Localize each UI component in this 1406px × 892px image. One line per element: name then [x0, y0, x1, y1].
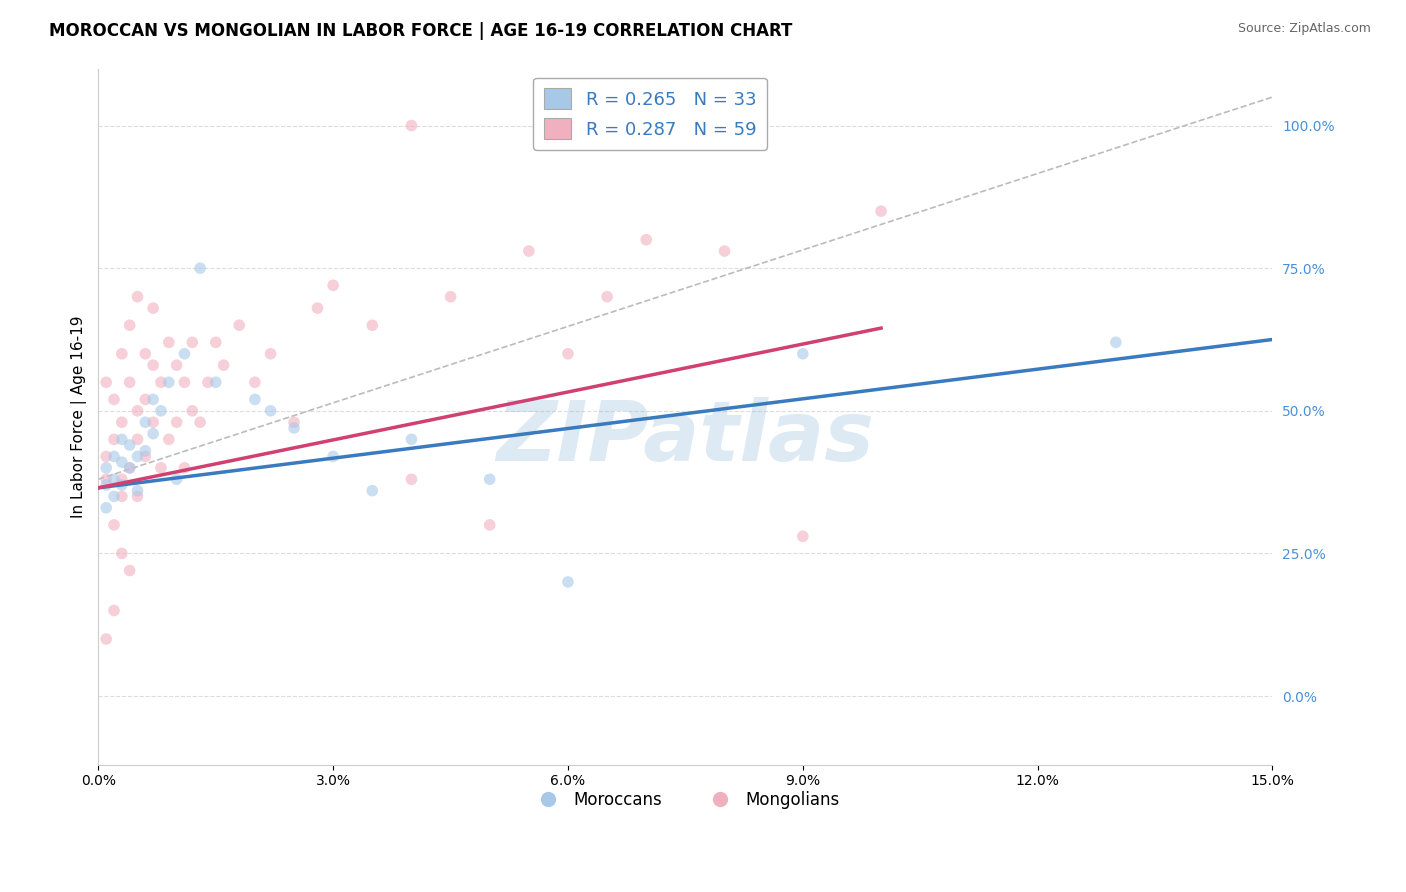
Point	[118, 461, 141, 475]
Text: ZIPatlas: ZIPatlas	[496, 397, 875, 478]
Y-axis label: In Labor Force | Age 16-19: In Labor Force | Age 16-19	[72, 315, 87, 517]
Point	[127, 483, 149, 498]
Text: Source: ZipAtlas.com: Source: ZipAtlas.com	[1237, 22, 1371, 36]
Point	[149, 461, 172, 475]
Point	[259, 347, 281, 361]
Point	[157, 335, 180, 350]
Point	[118, 376, 141, 390]
Point	[166, 358, 188, 372]
Point	[322, 450, 344, 464]
Point	[173, 347, 195, 361]
Point	[103, 489, 125, 503]
Point	[596, 290, 619, 304]
Point	[188, 415, 211, 429]
Point	[142, 301, 165, 315]
Point	[118, 438, 141, 452]
Point	[134, 347, 156, 361]
Point	[166, 415, 188, 429]
Point	[127, 290, 149, 304]
Point	[478, 517, 501, 532]
Point	[111, 455, 134, 469]
Point	[127, 433, 149, 447]
Point	[118, 461, 141, 475]
Point	[181, 404, 204, 418]
Point	[103, 450, 125, 464]
Point	[713, 244, 735, 258]
Point	[517, 244, 540, 258]
Point	[149, 376, 172, 390]
Point	[96, 450, 118, 464]
Point	[103, 392, 125, 407]
Point	[142, 392, 165, 407]
Point	[204, 376, 226, 390]
Point	[134, 415, 156, 429]
Point	[149, 404, 172, 418]
Point	[439, 290, 461, 304]
Point	[283, 421, 305, 435]
Point	[142, 358, 165, 372]
Point	[127, 489, 149, 503]
Point	[118, 564, 141, 578]
Point	[96, 376, 118, 390]
Point	[307, 301, 329, 315]
Point	[111, 489, 134, 503]
Point	[322, 278, 344, 293]
Point	[111, 347, 134, 361]
Legend: Moroccans, Mongolians: Moroccans, Mongolians	[524, 784, 846, 815]
Text: MOROCCAN VS MONGOLIAN IN LABOR FORCE | AGE 16-19 CORRELATION CHART: MOROCCAN VS MONGOLIAN IN LABOR FORCE | A…	[49, 22, 793, 40]
Point	[401, 433, 423, 447]
Point	[103, 472, 125, 486]
Point	[96, 500, 118, 515]
Point	[134, 392, 156, 407]
Point	[792, 347, 814, 361]
Point	[401, 119, 423, 133]
Point	[557, 347, 579, 361]
Point	[157, 376, 180, 390]
Point	[127, 404, 149, 418]
Point	[118, 318, 141, 333]
Point	[228, 318, 250, 333]
Point	[197, 376, 219, 390]
Point	[361, 318, 384, 333]
Point	[96, 632, 118, 646]
Point	[173, 461, 195, 475]
Point	[103, 433, 125, 447]
Point	[243, 392, 266, 407]
Point	[96, 472, 118, 486]
Point	[283, 415, 305, 429]
Point	[361, 483, 384, 498]
Point	[111, 478, 134, 492]
Point	[157, 433, 180, 447]
Point	[636, 233, 658, 247]
Point	[111, 415, 134, 429]
Point	[557, 574, 579, 589]
Point	[166, 472, 188, 486]
Point	[181, 335, 204, 350]
Point	[103, 517, 125, 532]
Point	[401, 472, 423, 486]
Point	[478, 472, 501, 486]
Point	[204, 335, 226, 350]
Point	[870, 204, 893, 219]
Point	[212, 358, 235, 372]
Point	[1105, 335, 1128, 350]
Point	[111, 433, 134, 447]
Point	[792, 529, 814, 543]
Point	[243, 376, 266, 390]
Point	[173, 376, 195, 390]
Point	[103, 603, 125, 617]
Point	[134, 443, 156, 458]
Point	[134, 450, 156, 464]
Point	[188, 261, 211, 276]
Point	[142, 415, 165, 429]
Point	[96, 478, 118, 492]
Point	[127, 450, 149, 464]
Point	[142, 426, 165, 441]
Point	[111, 546, 134, 560]
Point	[96, 461, 118, 475]
Point	[259, 404, 281, 418]
Point	[111, 472, 134, 486]
